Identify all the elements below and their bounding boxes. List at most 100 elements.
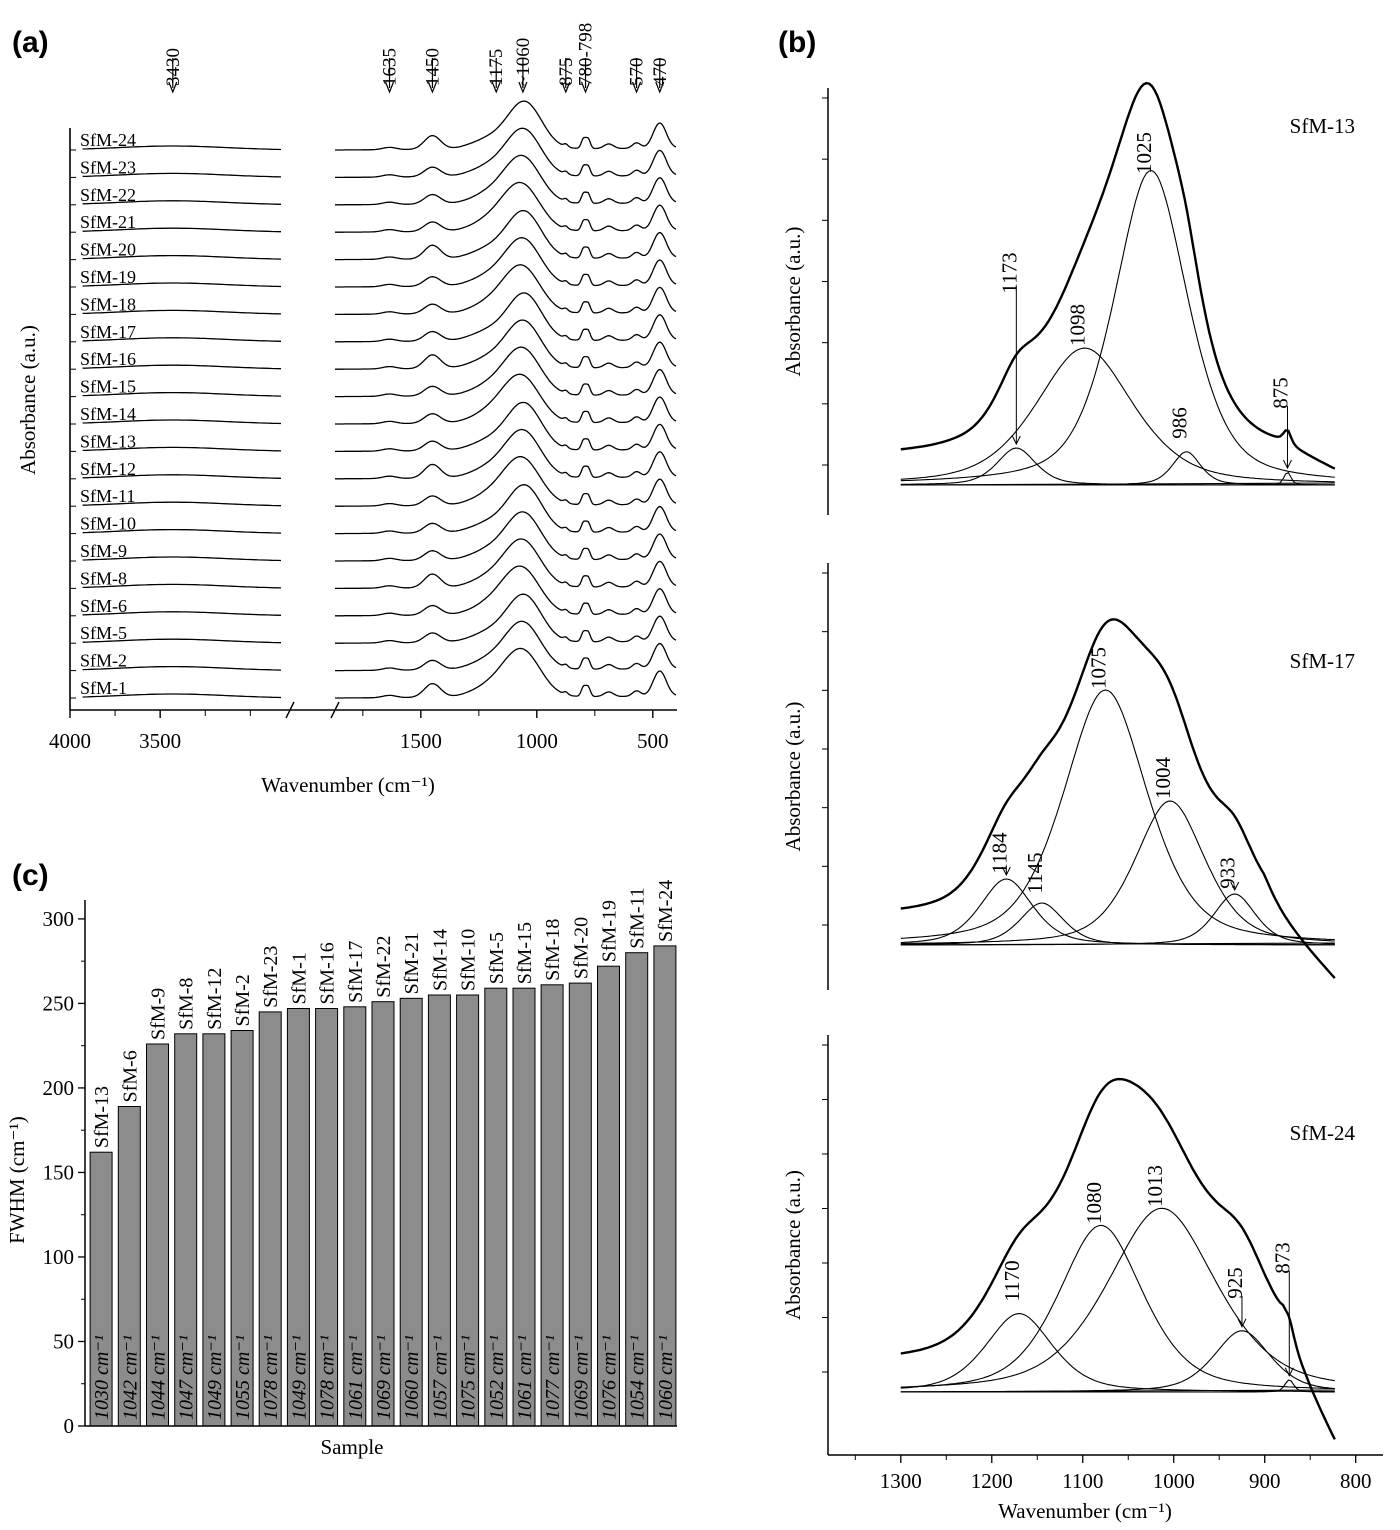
component-band-1080: [900, 1224, 1335, 1390]
band-label-text: 1098: [1066, 304, 1090, 346]
sample-label-sfm-22: SfM-22: [80, 185, 136, 205]
y-tick-label: 200: [43, 1076, 75, 1100]
spectrum-right-sfm-12: [335, 428, 677, 480]
y-tick-label: 100: [43, 1245, 75, 1269]
bar-label-sfm-5: SfM-5: [486, 932, 508, 984]
component-band-1013: [900, 1207, 1335, 1388]
band-label-1004: 1004: [1151, 757, 1175, 800]
spectrum-right-sfm-2: [335, 620, 677, 672]
x-tick-label: 1200: [971, 1469, 1013, 1493]
spectrum-left-sfm-2: [82, 665, 282, 671]
band-label-text: 875: [1268, 377, 1292, 409]
sample-label-sfm-19: SfM-19: [80, 267, 136, 287]
peak-arrow-head: [561, 81, 571, 94]
peak-marker-3430: 3430: [163, 48, 184, 94]
band-label-1184: 1184: [987, 832, 1011, 877]
bar-peak-annotation-sfm-19: 1076 cm⁻¹: [599, 1335, 621, 1420]
axis-break-mark: [330, 701, 340, 719]
band-label-text: 1025: [1132, 132, 1156, 174]
peak-arrow-head: [580, 81, 591, 94]
x-tick-label: 1000: [1153, 1469, 1195, 1493]
sample-label-sfm-5: SfM-5: [80, 623, 127, 643]
bar-label-sfm-9: SfM-9: [147, 988, 169, 1040]
spectrum-left-sfm-15: [82, 391, 282, 397]
y-tick-label: 150: [43, 1160, 75, 1184]
subplot-title: SfM-17: [1290, 649, 1355, 673]
spectrum-left-sfm-23: [82, 172, 282, 178]
bar-peak-annotation-sfm-2: 1055 cm⁻¹: [232, 1335, 254, 1420]
bar-peak-annotation-sfm-9: 1044 cm⁻¹: [147, 1335, 169, 1420]
peak-marker-780-798: 780-798: [576, 23, 597, 94]
envelope-curve: [900, 618, 1336, 979]
spectrum-left-sfm-11: [82, 501, 282, 507]
spectrum-left-sfm-8: [82, 583, 282, 589]
sample-label-sfm-13: SfM-13: [80, 431, 136, 451]
sample-label-sfm-14: SfM-14: [80, 404, 136, 424]
spectrum-right-sfm-21: [335, 181, 677, 233]
y-tick-label: 300: [43, 907, 75, 931]
component-band-875: [900, 471, 1335, 486]
panel-a-label: (a): [12, 26, 49, 59]
band-label-1098: 1098: [1066, 304, 1090, 346]
peak-arrow-head: [384, 81, 395, 94]
bar-label-sfm-24: SfM-24: [655, 880, 677, 942]
spectrum-right-sfm-14: [335, 373, 677, 425]
band-label-1013: 1013: [1143, 1165, 1167, 1207]
peak-marker-1635: 1635: [380, 48, 401, 94]
band-label-text: 1170: [1000, 1260, 1024, 1301]
component-band-873: [900, 1379, 1335, 1393]
band-label-text: 933: [1216, 857, 1240, 889]
sample-label-sfm-9: SfM-9: [80, 541, 127, 561]
peak-arrow-head: [491, 81, 501, 94]
bar-label-sfm-11: SfM-11: [627, 887, 649, 948]
band-label-1145: 1145: [1023, 852, 1047, 893]
spectrum-right-sfm-19: [335, 237, 677, 288]
bar-label-sfm-2: SfM-2: [232, 974, 254, 1026]
y-tick-label: 0: [64, 1414, 75, 1438]
sample-label-sfm-18: SfM-18: [80, 294, 136, 314]
bar-label-sfm-17: SfM-17: [345, 941, 367, 1003]
band-label-text: 1004: [1151, 757, 1175, 800]
band-label-933: 933: [1216, 857, 1240, 892]
peak-arrow-head: [427, 81, 437, 94]
peak-label: 780-798: [576, 23, 597, 86]
bar-label-sfm-22: SfM-22: [373, 935, 395, 997]
bar-label-sfm-8: SfM-8: [176, 978, 198, 1030]
spectrum-left-sfm-12: [82, 474, 282, 479]
bar-peak-annotation-sfm-14: 1057 cm⁻¹: [429, 1335, 451, 1420]
bar-label-sfm-18: SfM-18: [542, 919, 564, 981]
spectrum-right-sfm-13: [335, 401, 677, 453]
band-arrow-head: [1011, 435, 1021, 446]
band-arrow-head: [1237, 1318, 1247, 1328]
spectrum-right-sfm-23: [335, 127, 677, 179]
panel-a-spectra: [82, 100, 677, 699]
spectrum-left-sfm-14: [82, 419, 282, 425]
spectrum-left-sfm-10: [82, 528, 282, 534]
spectrum-left-sfm-13: [82, 446, 282, 452]
spectrum-right-sfm-1: [335, 647, 677, 699]
panel-c-y-axis-label: FWHM (cm⁻¹): [5, 1116, 29, 1244]
band-label-text: 1075: [1087, 647, 1111, 689]
y-axis-label: Absorbance (a.u.): [781, 227, 805, 377]
spectrum-left-sfm-22: [82, 200, 282, 205]
bar-peak-annotation-sfm-21: 1060 cm⁻¹: [401, 1335, 423, 1420]
peak-marker-570: 570: [627, 58, 648, 94]
bar-peak-annotation-sfm-12: 1049 cm⁻¹: [204, 1335, 226, 1420]
component-band-1098: [900, 347, 1335, 483]
spectrum-right-sfm-10: [335, 484, 677, 535]
spectrum-right-sfm-22: [335, 154, 677, 206]
peak-arrow-head: [518, 81, 528, 94]
bar-label-sfm-20: SfM-20: [570, 917, 592, 979]
band-label-text: 873: [1270, 1242, 1294, 1274]
sample-label-sfm-2: SfM-2: [80, 651, 127, 671]
bar-peak-annotation-sfm-13: 1030 cm⁻¹: [91, 1335, 113, 1420]
subplot-title: SfM-13: [1290, 114, 1355, 138]
panel-b-x-axis: 1300 1200 1100 1000 900 800: [828, 1454, 1383, 1493]
band-label-875: 875: [1268, 377, 1292, 470]
panel-b-subplot-sfm-13: Absorbance (a.u.) SfM-13 1173 1098 1025 986 87…: [781, 81, 1355, 515]
x-tick-label: 4000: [49, 729, 91, 753]
spectrum-left-sfm-6: [82, 611, 282, 616]
peak-marker-1450: 1450: [422, 48, 443, 94]
panel-b-x-axis-label: Wavenumber (cm⁻¹): [998, 1499, 1172, 1523]
